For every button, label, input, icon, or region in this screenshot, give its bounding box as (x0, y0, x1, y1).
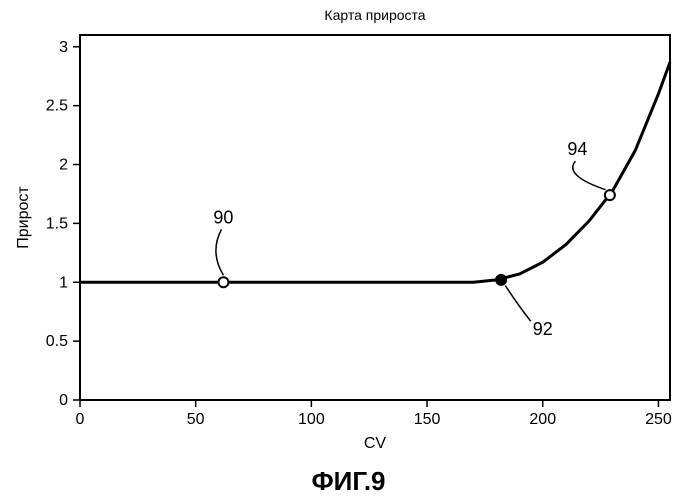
leader-90 (216, 229, 224, 275)
x-tick-label: 0 (76, 411, 85, 428)
figure-caption: ФИГ.9 (311, 466, 385, 496)
y-tick-label: 3 (59, 39, 68, 56)
gain-curve (80, 62, 670, 282)
x-tick-label: 150 (414, 411, 441, 428)
x-tick-label: 100 (298, 411, 325, 428)
y-tick-label: 2 (59, 157, 68, 174)
annotation-94: 94 (567, 139, 587, 159)
chart-svg: Карта прироста 0 50 100 150 200 250 0 0.5 1 1.5 2 2.… (0, 0, 697, 500)
chart-title: Карта прироста (324, 7, 425, 23)
y-tick-label: 1 (59, 274, 68, 291)
y-tick-label: 2.5 (46, 98, 68, 115)
annotation-90: 90 (213, 207, 233, 227)
figure-container: { "chart": { "type": "line", "title": "К… (0, 0, 697, 500)
y-tick-label: 0.5 (46, 333, 68, 350)
plot-box (80, 35, 670, 400)
x-tick-label: 50 (187, 411, 205, 428)
leader-92 (505, 285, 530, 321)
marker-92 (496, 275, 506, 285)
x-axis-label: CV (364, 435, 387, 452)
marker-90 (218, 277, 228, 287)
marker-94 (605, 190, 615, 200)
annotation-92: 92 (533, 319, 553, 339)
x-tick-label: 250 (645, 411, 672, 428)
x-tick-label: 200 (529, 411, 556, 428)
leader-94 (573, 161, 606, 190)
y-tick-label: 1.5 (46, 215, 68, 232)
y-tick-label: 0 (59, 392, 68, 409)
y-axis-label: Прирост (15, 186, 32, 249)
